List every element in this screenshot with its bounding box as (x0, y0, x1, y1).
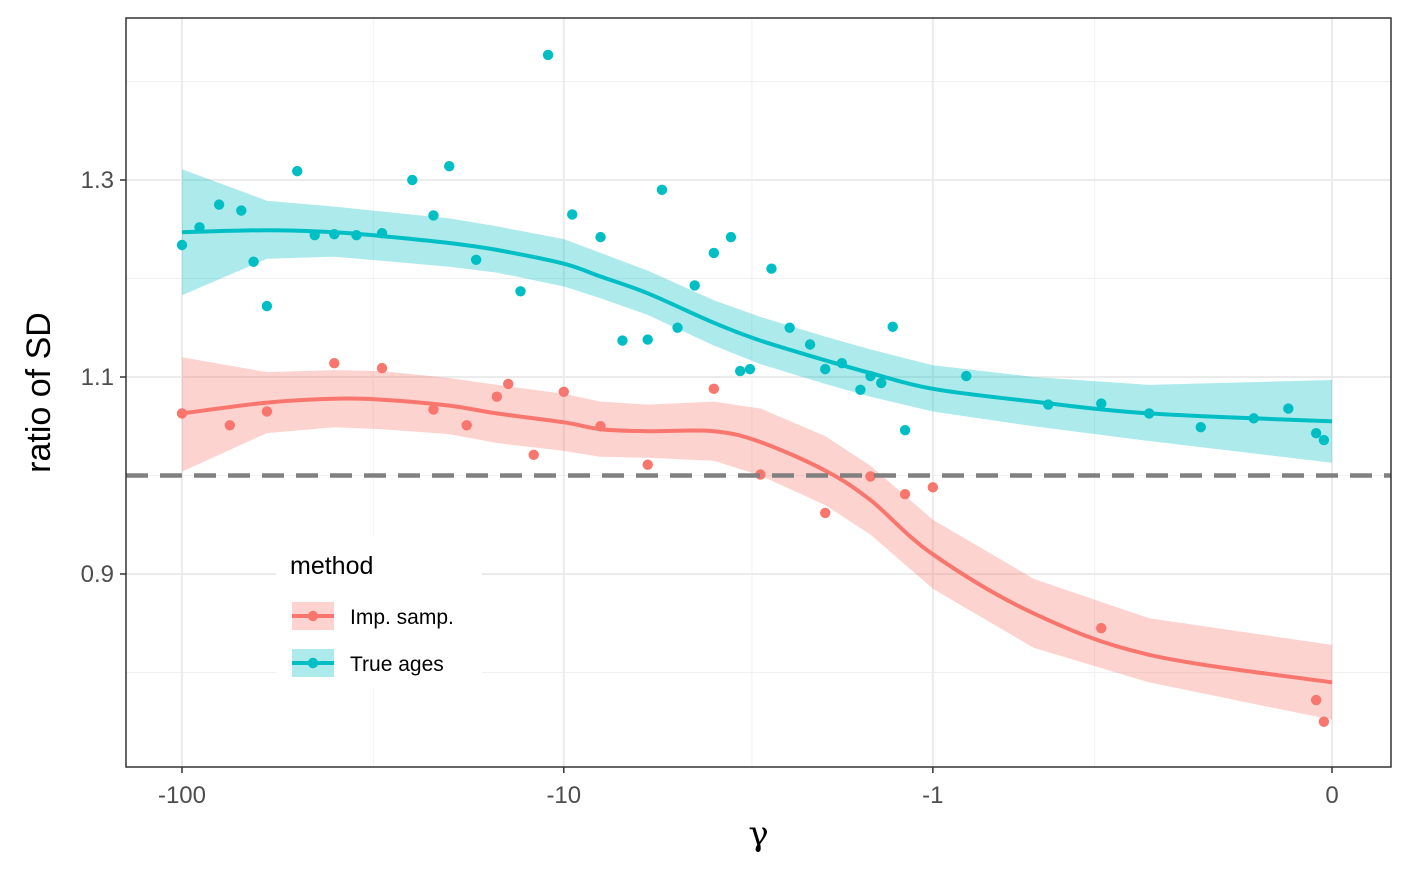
data-point (558, 386, 569, 397)
legend-title: method (290, 552, 373, 580)
data-point (1283, 403, 1294, 414)
data-point (224, 420, 236, 431)
y-tick-label: 0.9 (81, 561, 114, 588)
data-point (176, 239, 188, 251)
data-point (503, 378, 514, 390)
legend: method Imp. samp. True ages (276, 536, 482, 688)
data-point (595, 231, 606, 243)
data-point (491, 391, 503, 402)
data-point (927, 482, 939, 493)
data-point (617, 335, 628, 346)
data-point (542, 49, 554, 61)
data-point (642, 334, 653, 345)
data-point (1096, 398, 1107, 409)
data-point (329, 358, 340, 369)
data-point (376, 362, 388, 374)
legend-label: Imp. samp. (350, 606, 454, 629)
data-point (461, 420, 472, 431)
plot-area (126, 18, 1391, 767)
data-point (899, 489, 911, 500)
data-point (261, 406, 273, 417)
data-point (236, 205, 247, 216)
smooth-line-imp-samp (181, 396, 1333, 685)
data-point (213, 199, 225, 210)
data-point (428, 210, 439, 221)
data-point (567, 209, 578, 220)
legend-key-point (307, 657, 319, 669)
y-tick-label: 1.3 (81, 167, 114, 194)
x-tick-label: 0 (1325, 782, 1338, 809)
data-point (689, 280, 700, 291)
smooth-line-true-ages (181, 228, 1333, 424)
legend-key-point (307, 610, 319, 622)
data-point (515, 286, 526, 297)
data-point (1096, 622, 1107, 634)
legend-key (292, 649, 334, 677)
data-point (766, 263, 777, 274)
data-point (804, 339, 816, 350)
data-point (708, 383, 720, 395)
confidence-band-imp-samp (182, 357, 1332, 720)
data-point (820, 507, 831, 519)
data-point (865, 471, 876, 482)
data-point (708, 247, 720, 259)
data-point (642, 459, 653, 470)
data-point (1318, 716, 1330, 727)
y-axis-title: ratio of SD (20, 312, 58, 473)
data-point (734, 365, 746, 377)
data-point (656, 184, 668, 196)
data-point (444, 161, 455, 172)
data-point (876, 377, 887, 389)
x-axis-title: γ (748, 814, 768, 854)
data-point (1310, 694, 1322, 706)
x-tick-label: -1 (922, 782, 943, 809)
data-point (744, 363, 756, 375)
data-point (528, 449, 539, 461)
x-tick-label: -10 (546, 782, 581, 809)
data-point (407, 174, 418, 186)
data-point (1310, 427, 1322, 439)
data-point (855, 384, 866, 396)
data-point (784, 322, 795, 333)
panel-border (125, 17, 1392, 768)
data-point (899, 424, 911, 436)
confidence-band-true-ages (182, 169, 1332, 463)
data-point (470, 254, 482, 265)
data-point (292, 165, 303, 177)
data-point (1318, 434, 1330, 446)
legend-key (292, 602, 334, 630)
data-point (961, 370, 972, 382)
y-tick-label: 1.1 (81, 364, 114, 391)
data-point (261, 300, 273, 312)
data-point (725, 231, 737, 243)
data-point (428, 404, 439, 415)
data-point (820, 363, 831, 375)
data-point (248, 256, 259, 267)
data-point (672, 322, 683, 333)
legend-label: True ages (350, 653, 444, 676)
x-tick-label: -100 (158, 782, 206, 809)
data-point (887, 321, 898, 332)
data-point (1195, 422, 1206, 433)
